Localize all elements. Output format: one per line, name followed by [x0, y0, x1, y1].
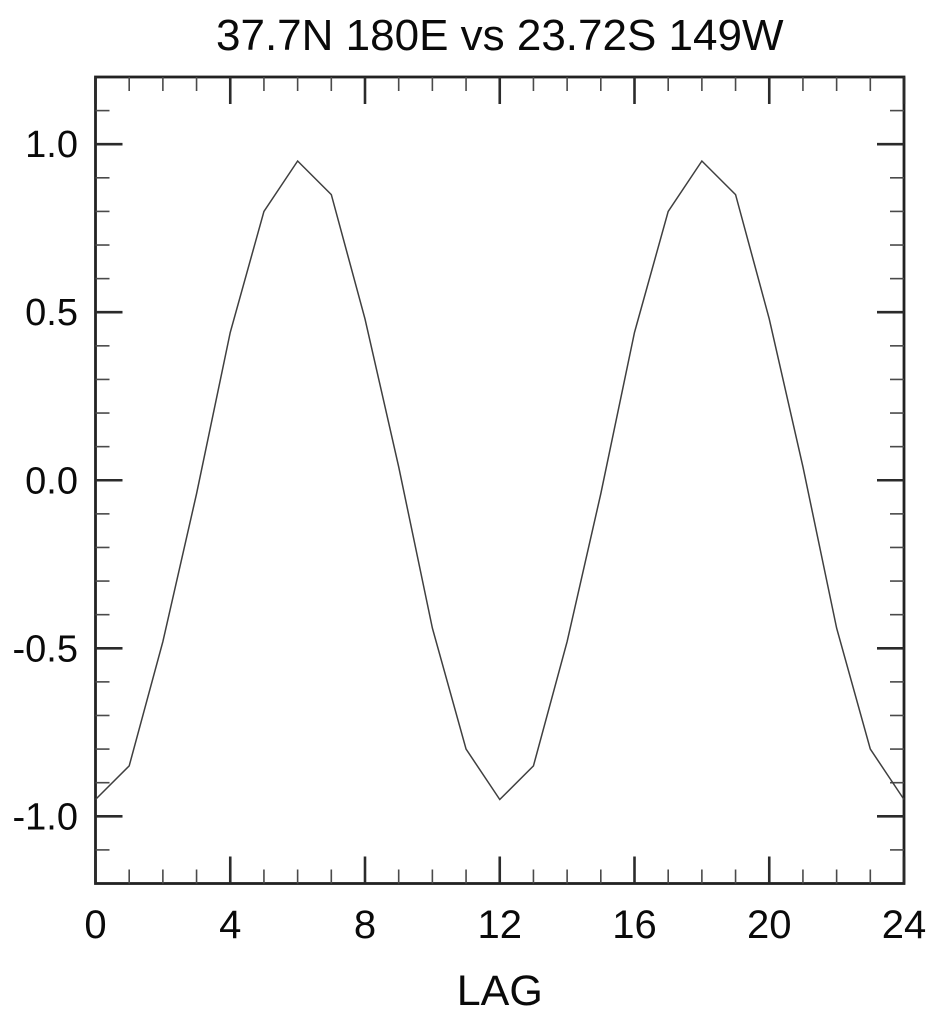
x-tick-label: 24 [882, 903, 927, 947]
plot-title: 37.7N 180E vs 23.72S 149W [216, 11, 784, 60]
x-tick-label: 4 [219, 903, 241, 947]
x-tick-label: 8 [354, 903, 376, 947]
x-axis-label: LAG [457, 967, 543, 1015]
y-tick-label: 0.5 [25, 292, 78, 334]
y-tick-label: -1.0 [13, 796, 78, 838]
x-tick-label: 12 [478, 903, 523, 947]
correlation-curve [94, 159, 905, 801]
x-tick-label: 0 [84, 903, 106, 947]
plot-frame [94, 75, 906, 885]
y-tick-label: 1.0 [25, 124, 78, 166]
y-tick-label: 0.0 [25, 460, 78, 502]
y-tick-label: -0.5 [13, 628, 78, 670]
x-tick-label: 20 [747, 903, 792, 947]
x-tick-label: 16 [612, 903, 657, 947]
x-axis-tick-labels: 0 4 8 12 16 20 24 [84, 903, 926, 947]
y-axis-tick-labels: -1.0 -0.5 0.0 0.5 1.0 [13, 124, 78, 838]
axis-ticks [94, 77, 906, 884]
